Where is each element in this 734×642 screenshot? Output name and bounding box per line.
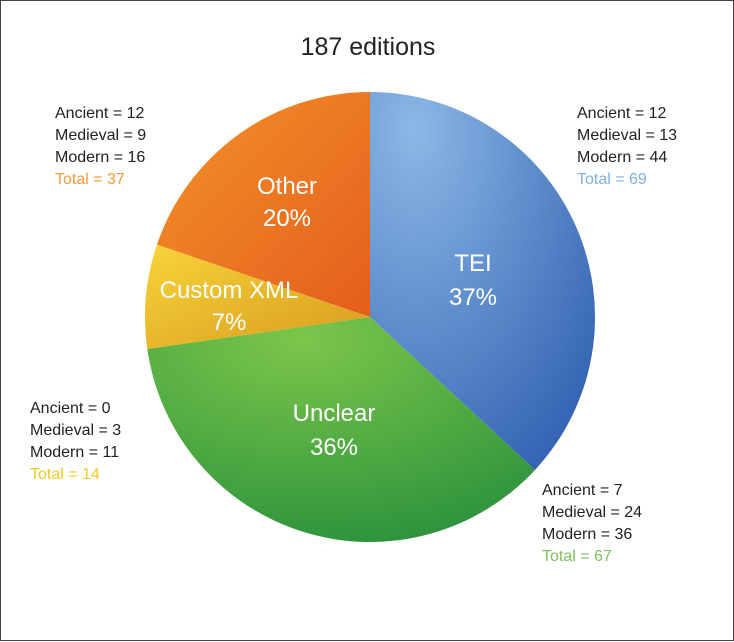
- annotation-line: Medieval = 9: [55, 127, 147, 144]
- annotation-line: Ancient = 0: [30, 400, 111, 417]
- annotation-line: Modern = 44: [577, 149, 668, 166]
- annotation-total: Total = 37: [55, 171, 125, 188]
- annotation-line: Medieval = 13: [577, 127, 678, 144]
- annotation-line: Modern = 11: [30, 444, 120, 461]
- annotation-line: Ancient = 12: [55, 105, 145, 122]
- annotation-total: Total = 14: [30, 466, 100, 483]
- annotation-tei: Ancient = 12 Medieval = 13 Modern = 44 T…: [577, 103, 677, 191]
- annotation-custom-xml: Ancient = 0 Medieval = 3 Modern = 11 Tot…: [30, 398, 121, 486]
- slice-percent-label: 7%: [212, 309, 247, 336]
- slice-percent-label: 36%: [310, 434, 358, 461]
- annotation-line: Ancient = 12: [577, 105, 667, 122]
- chart-title: 187 editions: [300, 33, 436, 61]
- slice-label: TEI: [454, 250, 491, 277]
- pie-slice-tei: [370, 92, 595, 470]
- annotation-unclear: Ancient = 7 Medieval = 24 Modern = 36 To…: [542, 480, 642, 568]
- pie-slice-custom-xml: [145, 244, 370, 350]
- annotation-total: Total = 69: [577, 171, 647, 188]
- pie-slice-unclear: [147, 317, 536, 542]
- annotation-line: Medieval = 24: [542, 504, 643, 521]
- annotation-line: Modern = 16: [55, 149, 146, 166]
- slice-percent-label: 20%: [263, 205, 311, 232]
- pie-slice-other: [156, 92, 370, 317]
- annotation-line: Ancient = 7: [542, 482, 623, 499]
- slice-label: Custom XML: [160, 277, 299, 304]
- annotation-line: Modern = 36: [542, 526, 633, 543]
- annotation-other: Ancient = 12 Medieval = 9 Modern = 16 To…: [55, 103, 146, 191]
- slice-percent-label: 37%: [449, 284, 497, 311]
- slice-label: Other: [257, 173, 317, 200]
- annotation-total: Total = 67: [542, 548, 612, 565]
- slice-label: Unclear: [293, 400, 376, 427]
- annotation-line: Medieval = 3: [30, 422, 122, 439]
